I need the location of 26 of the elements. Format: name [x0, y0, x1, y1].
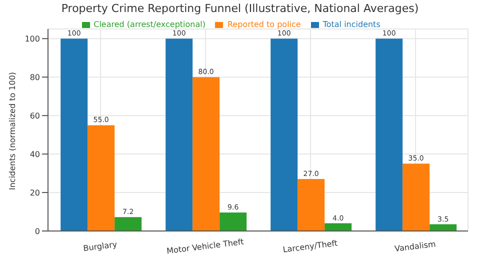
bar — [298, 179, 325, 231]
bar — [88, 125, 115, 231]
bar — [60, 38, 88, 231]
chart-title: Property Crime Reporting Funnel (Illustrative, National Averages) — [60, 2, 420, 15]
x-tick-label: Motor Vehicle Theft — [166, 237, 244, 256]
bar — [324, 223, 352, 231]
y-tick-label: 80 — [30, 72, 40, 82]
bar — [114, 217, 142, 231]
bar — [192, 77, 220, 231]
y-tick-label: 60 — [30, 111, 40, 120]
y-tick-label: 20 — [30, 188, 40, 198]
legend-label: Cleared (arrest/exceptional) — [94, 20, 206, 29]
x-tick-label: Larceny/Theft — [282, 238, 338, 254]
x-tick-label: Burglary — [82, 240, 118, 254]
y-tick-label: 40 — [30, 150, 40, 159]
bar — [166, 38, 193, 231]
y-tick-label: 0 — [34, 226, 40, 236]
legend-label: Reported to police — [227, 20, 301, 29]
y-axis-title: Incidents (normalized to 100) — [8, 72, 17, 190]
bar — [220, 212, 247, 231]
bar — [270, 38, 298, 231]
y-tick-label: 100 — [24, 34, 40, 44]
x-tick-label: Vandalism — [394, 240, 436, 254]
bar — [402, 164, 430, 231]
bar — [376, 38, 403, 231]
legend-label: Total incidents — [322, 20, 380, 29]
